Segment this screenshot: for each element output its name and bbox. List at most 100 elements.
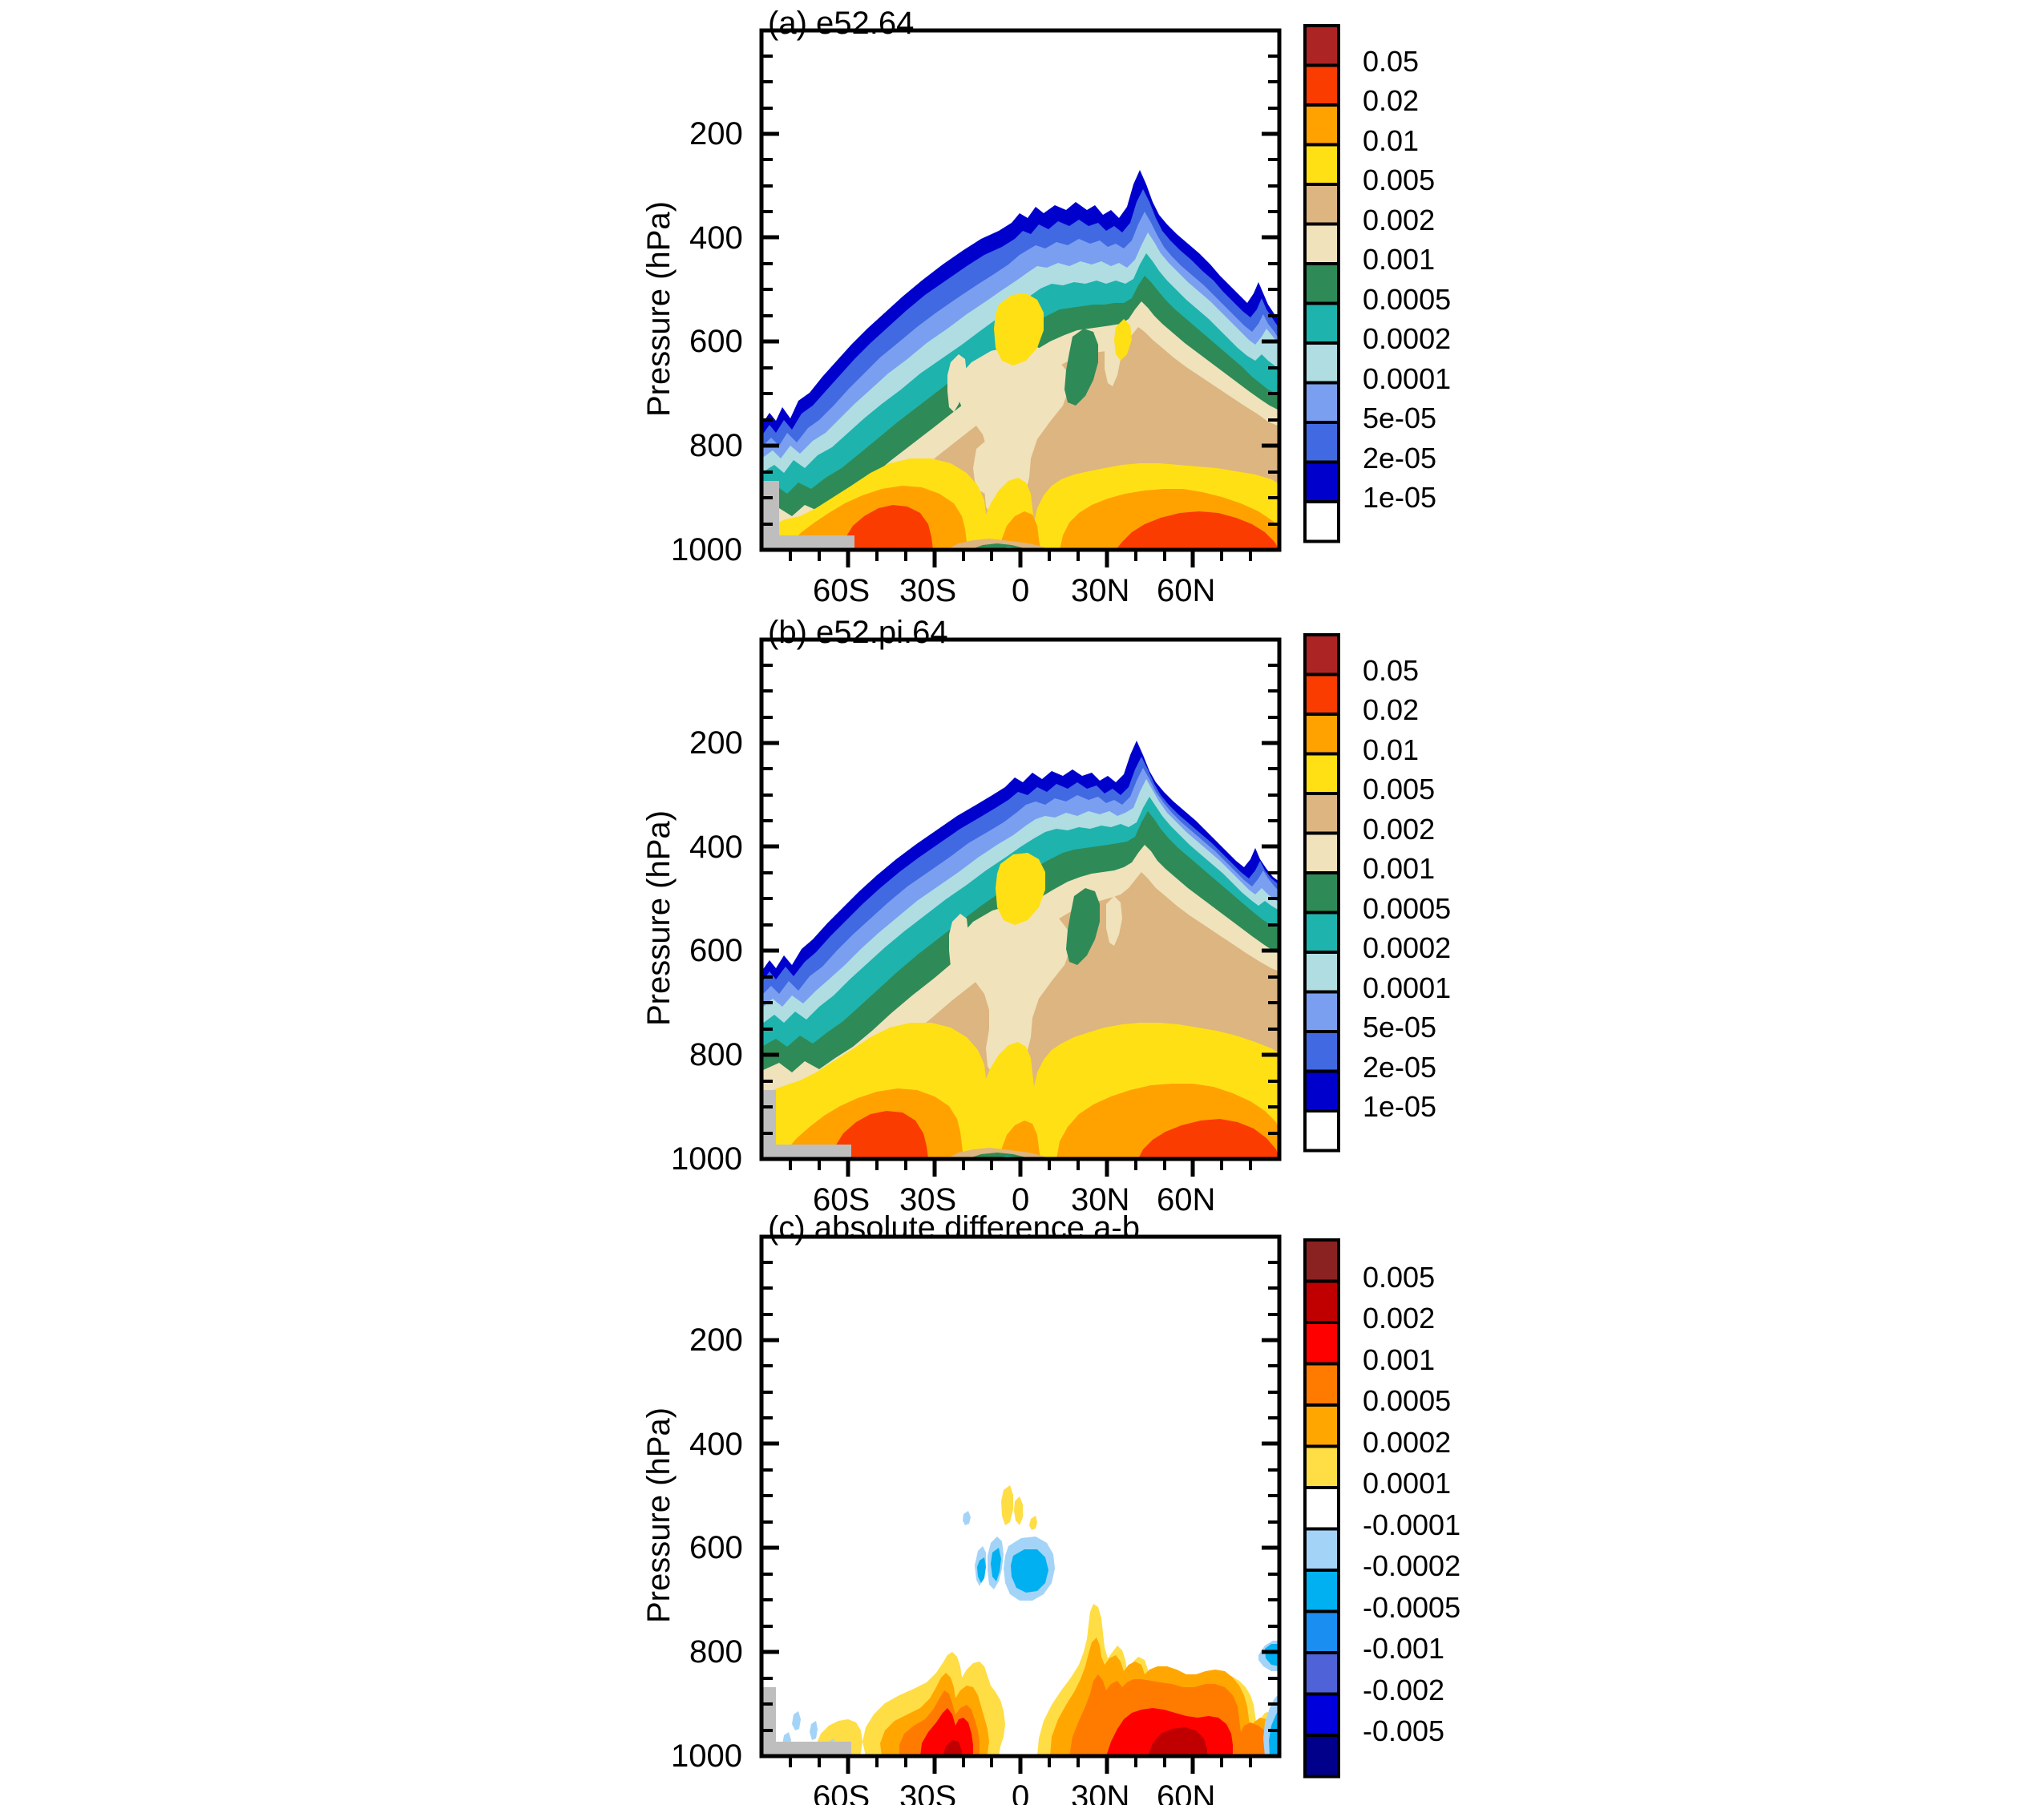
colorbar-tick-label: 1e-05 [1363, 1090, 1437, 1123]
x-tick-label-a-0: 60S [813, 573, 871, 608]
panel-b-plot [759, 637, 1282, 1177]
x-tick-label-c-2: 0 [1012, 1779, 1030, 1805]
colorbar-swatch [1303, 222, 1340, 265]
colorbar-tick-label: 0.0001 [1363, 361, 1452, 395]
colorbar-tick-label: 0.0002 [1363, 322, 1452, 355]
colorbar-swatch [1303, 792, 1340, 835]
panel-c: (c) absolute difference a-b [0, 1206, 2044, 1805]
x-tick-label-b-1: 30S [899, 1182, 957, 1217]
colorbar-tick-label: 2e-05 [1363, 1050, 1437, 1084]
colorbar-tick-label: 0.002 [1363, 203, 1436, 236]
colorbar-tick-label: 5e-05 [1363, 1011, 1437, 1044]
colorbar-swatch [1303, 633, 1340, 676]
colorbar-swatch [1303, 460, 1340, 503]
colorbar-swatch [1303, 1651, 1340, 1696]
colorbar-swatch [1303, 1403, 1340, 1448]
x-tick-label-b-4: 60N [1157, 1182, 1216, 1217]
x-major-ticks-a [846, 550, 1195, 567]
colorbar-swatch [1303, 1030, 1340, 1073]
y-tick-label-c-1: 400 [689, 1427, 743, 1462]
colorbar-swatch [1303, 1527, 1340, 1572]
panel-a-plot [759, 28, 1282, 567]
colorbar-tick-label: 0.001 [1363, 243, 1436, 276]
colorbar-tick-label: 0.0005 [1363, 1384, 1452, 1417]
colorbar-swatch [1303, 1692, 1340, 1737]
colorbar-swatch [1303, 103, 1340, 147]
y-tick-label-b-1: 400 [689, 830, 743, 865]
colorbar-swatch [1303, 713, 1340, 756]
y-major-ticks-c [761, 1338, 1279, 1759]
x-tick-label-b-0: 60S [813, 1182, 871, 1217]
panel-c-plot [759, 1234, 1282, 1774]
y-tick-label-c-0: 200 [689, 1322, 743, 1358]
colorbar-swatch [1303, 871, 1340, 915]
colorbar-swatch [1303, 183, 1340, 226]
colorbar-swatch [1303, 63, 1340, 107]
colorbar-b: 0.05 0.02 0.01 0.005 0.002 0.001 0.0005 0.0002 0… [0, 609, 2044, 1218]
colorbar-swatch [1303, 1569, 1340, 1613]
colorbar-swatch [1303, 421, 1340, 464]
x-tick-label-c-3: 30N [1071, 1779, 1130, 1805]
colorbar-swatch [1303, 1362, 1340, 1407]
colorbar-tick-label: 0.0005 [1363, 282, 1452, 316]
y-tick-label-b-2: 600 [689, 933, 743, 968]
x-tick-label-c-0: 60S [813, 1779, 871, 1805]
colorbar-tick-label: 0.01 [1363, 123, 1420, 157]
colorbar-swatch [1303, 1486, 1340, 1531]
panel-b: (b) e52.pi.64 [0, 609, 2044, 1218]
y-tick-label-a-4: 1000 [671, 532, 742, 567]
colorbar-swatch [1303, 341, 1340, 385]
colorbar-tick-label: 1e-05 [1363, 481, 1437, 514]
colorbar-swatch [1303, 951, 1340, 994]
colorbar-a: 0.05 0.02 0.01 0.005 0.002 0.001 0.0005 0.0002 0… [0, 0, 2044, 609]
colorbar-tick-label: -0.0001 [1363, 1508, 1461, 1541]
x-major-ticks-b [846, 1159, 1195, 1177]
panel-a: (a) e52.64 [0, 0, 2044, 609]
panel-c-title: (c) absolute difference a-b [768, 1210, 1140, 1246]
colorbar-swatch [1303, 1279, 1340, 1324]
colorbar-tick-label: -0.0002 [1363, 1549, 1461, 1582]
colorbar-swatch [1303, 752, 1340, 795]
contour-group-b [761, 640, 1279, 1159]
y-major-ticks-b [761, 741, 1279, 1161]
x-minor-ticks-a [789, 550, 1252, 561]
colorbar-swatch [1303, 672, 1340, 716]
colorbar-c: 0.005 0.002 0.001 0.0005 0.0002 0.0001 -0.0001… [0, 1206, 2044, 1805]
colorbar-tick-label: 0.001 [1363, 852, 1436, 885]
panel-b-title: (b) e52.pi.64 [768, 615, 948, 650]
y-tick-label-c-3: 800 [689, 1634, 743, 1670]
colorbar-tick-label: 0.05 [1363, 44, 1420, 78]
y-tick-label-b-3: 800 [689, 1037, 743, 1072]
x-tick-label-a-3: 30N [1071, 573, 1130, 608]
colorbar-tick-label: -0.002 [1363, 1673, 1445, 1706]
colorbar-tick-label: 0.0002 [1363, 1425, 1452, 1459]
colorbar-swatch [1303, 831, 1340, 874]
colorbar-tick-label: 2e-05 [1363, 441, 1437, 474]
x-minor-ticks-c [789, 1756, 1252, 1767]
colorbar-tick-label: -0.001 [1363, 1632, 1445, 1665]
y-tick-label-a-1: 400 [689, 220, 743, 256]
y-tick-label-a-3: 800 [689, 428, 743, 463]
y-minor-ticks-b [761, 664, 1279, 1135]
colorbar-swatch [1303, 990, 1340, 1033]
colorbar-swatch [1303, 1734, 1340, 1779]
colorbar-tick-label: 0.01 [1363, 733, 1420, 766]
y-tick-label-c-4: 1000 [671, 1738, 742, 1774]
colorbar-b-svg [1303, 633, 1340, 1153]
colorbar-tick-label: 0.0002 [1363, 931, 1452, 964]
x-minor-ticks-b [789, 1159, 1252, 1170]
y-tick-label-a-0: 200 [689, 116, 743, 151]
contour-group-c [761, 1237, 1279, 1756]
colorbar-tick-label: 0.002 [1363, 1302, 1436, 1335]
colorbar-tick-label: -0.0005 [1363, 1590, 1461, 1624]
y-tick-label-b-0: 200 [689, 725, 743, 761]
colorbar-tick-label: 0.001 [1363, 1343, 1436, 1376]
y-tick-label-b-4: 1000 [671, 1141, 742, 1177]
colorbar-a-svg [1303, 24, 1340, 543]
colorbar-swatch [1303, 1109, 1340, 1153]
colorbar-tick-label: 0.02 [1363, 84, 1420, 117]
colorbar-swatch [1303, 1069, 1340, 1112]
colorbar-tick-label: 5e-05 [1363, 402, 1437, 434]
colorbar-tick-label: 0.0001 [1363, 1467, 1452, 1500]
